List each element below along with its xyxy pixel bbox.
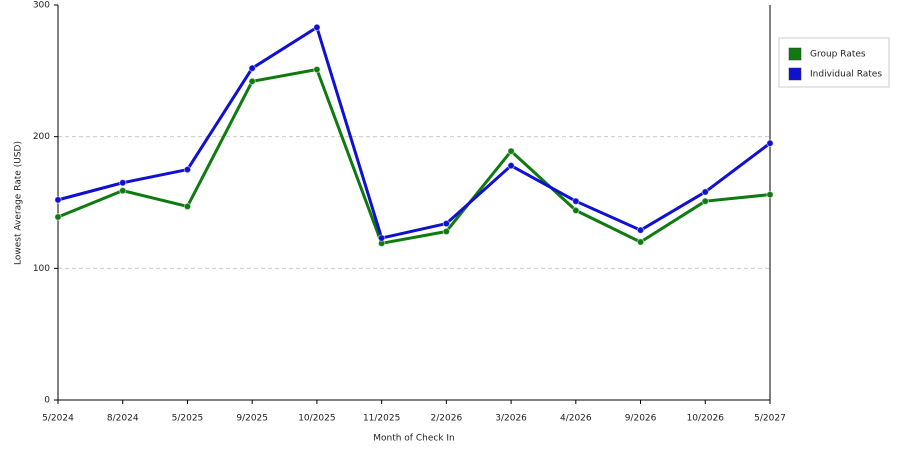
data-point [54,196,62,204]
legend-label: Individual Rates [810,70,882,80]
legend-swatch [788,47,802,61]
y-axis-label: Lowest Average Rate (USD) [14,141,24,265]
data-point [119,179,127,187]
data-point [183,202,192,211]
data-point [572,206,580,215]
data-point [766,190,774,199]
x-tick-label: 9/2026 [625,414,657,424]
data-point [507,147,515,155]
data-point [636,226,645,234]
x-tick-label: 10/2026 [687,414,725,424]
x-tick-label: 2/2026 [431,414,463,424]
plot-area [58,5,770,400]
x-tick-label: 11/2025 [363,414,400,424]
data-point [183,165,192,174]
x-axis-label: Month of Check In [373,434,455,444]
data-point [507,161,515,170]
legend-label: Group Rates [810,50,866,60]
y-tick-label: 300 [33,1,50,11]
x-tick-label: 5/2024 [42,414,74,424]
data-point [636,238,645,246]
x-tick-label: 5/2027 [754,414,786,424]
x-tick-label: 9/2025 [236,414,268,424]
data-point [766,139,774,147]
x-tick-label: 8/2024 [107,414,139,424]
data-point [701,188,709,196]
y-tick-label: 100 [33,264,50,274]
data-point [248,77,256,86]
x-tick-label: 3/2026 [495,414,527,424]
data-point [119,186,127,195]
data-point [701,197,709,205]
series-line [57,25,771,240]
data-point [313,65,321,74]
data-point [54,213,62,221]
legend-swatch [788,67,802,81]
series-line [57,68,771,245]
data-point [377,234,386,242]
data-point [442,227,451,236]
data-point [442,219,451,228]
y-tick-label: 200 [33,132,50,142]
x-tick-label: 10/2025 [298,414,335,424]
data-point [248,64,256,72]
x-tick-label: 4/2026 [560,414,592,424]
y-tick-label: 0 [44,396,50,406]
data-point [313,23,321,32]
data-point [572,197,580,205]
x-tick-label: 5/2025 [172,414,204,424]
